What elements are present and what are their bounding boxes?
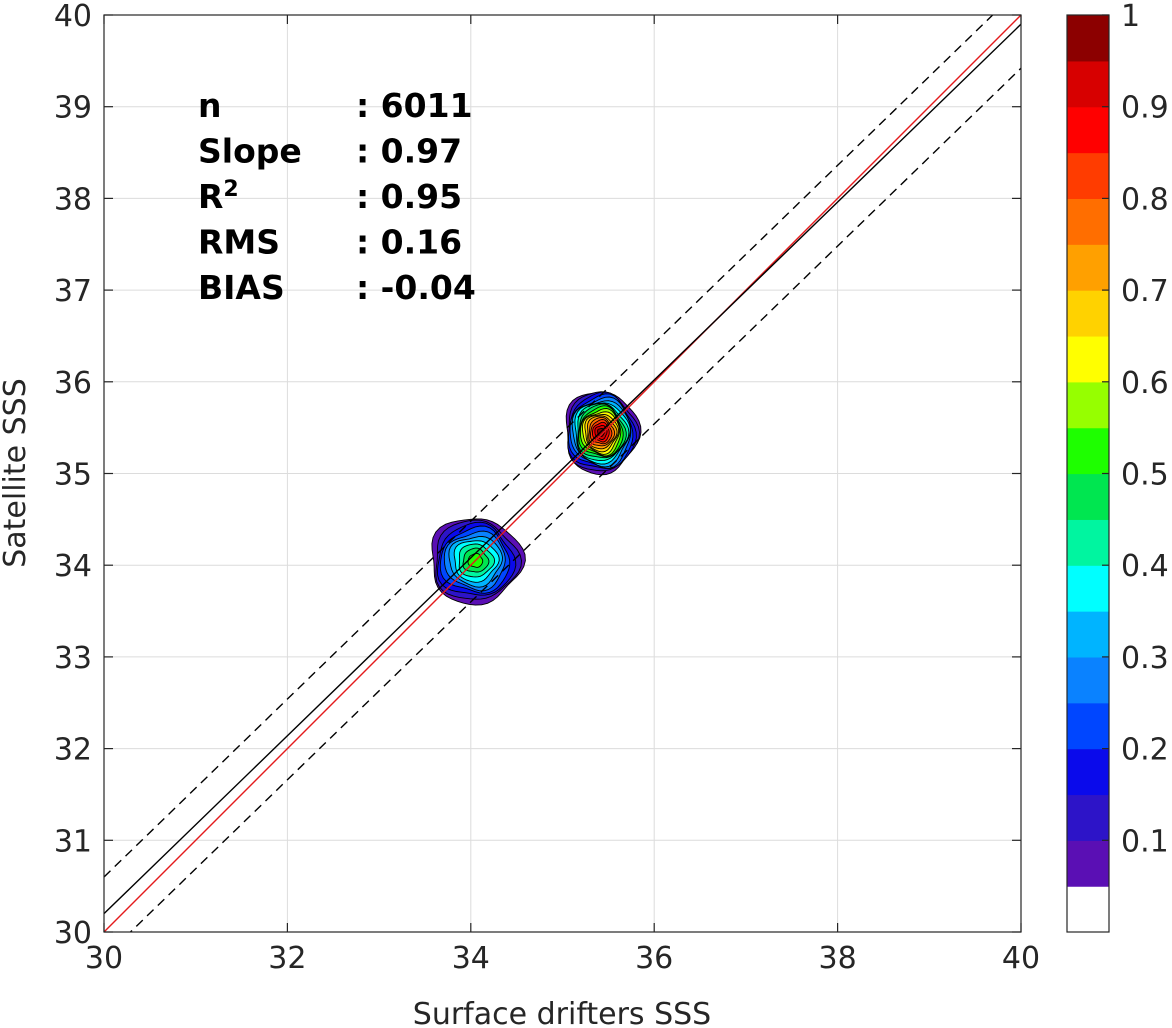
y-tick-label: 39: [54, 91, 92, 126]
colorbar-tick-label: 0.3: [1121, 641, 1169, 676]
fit-lower-line: [129, 67, 1021, 932]
colorbar-tick-label: 0.9: [1121, 91, 1169, 126]
stat-label: BIAS: [198, 268, 285, 307]
regression-lines: [104, 15, 1021, 932]
colorbar-tick-label: 0.7: [1121, 274, 1169, 309]
colorbar-segment: [1067, 198, 1109, 245]
colorbar-segment: [1067, 565, 1109, 612]
colorbar-segment: [1067, 381, 1109, 429]
y-tick-label: 33: [54, 641, 92, 676]
colorbar-segment: [1067, 748, 1109, 796]
y-axis-label: Satellite SSS: [0, 378, 33, 568]
y-tick-label: 30: [54, 916, 92, 951]
stat-value: : 0.16: [356, 223, 462, 262]
colorbar-tick-label: 1: [1121, 0, 1140, 34]
colorbar-segment: [1067, 290, 1109, 337]
stat-value: : -0.04: [356, 268, 476, 307]
x-tick-label: 38: [819, 941, 857, 976]
stat-label: Slope: [198, 132, 302, 171]
colorbar-segment: [1067, 886, 1109, 933]
colorbar-segment: [1067, 244, 1109, 291]
y-tick-label: 40: [54, 0, 92, 34]
y-tick-label: 35: [54, 458, 92, 493]
identity-line: [104, 15, 1021, 932]
colorbar-segment: [1067, 335, 1109, 383]
colorbar-segment: [1067, 794, 1109, 841]
colorbar-segment: [1067, 152, 1109, 199]
colorbar-segment: [1067, 611, 1109, 658]
x-tick-label: 40: [1002, 941, 1040, 976]
colorbar-segment: [1067, 519, 1109, 566]
colorbar-tick-label: 0.1: [1121, 824, 1169, 859]
colorbar-segment: [1067, 60, 1109, 108]
y-tick-label: 36: [54, 366, 92, 401]
colorbar-tick-label: 0.4: [1121, 549, 1169, 584]
stat-label: n: [198, 86, 222, 125]
x-tick-label: 30: [85, 941, 123, 976]
stat-value: : 0.95: [356, 177, 462, 216]
colorbar-segment: [1067, 427, 1109, 475]
stat-value: : 0.97: [356, 132, 462, 171]
x-tick-label: 36: [635, 941, 673, 976]
y-tick-label: 34: [54, 549, 92, 584]
colorbar-segment: [1067, 840, 1109, 887]
y-tick-label: 37: [54, 274, 92, 309]
colorbar-segment: [1067, 656, 1109, 704]
colorbar-tick-label: 0.8: [1121, 182, 1169, 217]
x-axis-label: Surface drifters SSS: [413, 997, 711, 1028]
colorbar-segment: [1067, 473, 1109, 520]
colorbar-segment: [1067, 106, 1109, 154]
colorbar: 0.1 0.2 0.3 0.4 0.5 0.6 0.7 0.8 0.9 1: [1066, 0, 1169, 933]
fit-upper-line: [104, 15, 994, 878]
axis-ticks: 30 32 34 36 38 40 30 31 32 33 34 35 36 37 38 39 40: [54, 0, 1040, 976]
colorbar-tick-label: 0.5: [1121, 458, 1169, 493]
colorbar-tick-label: 0.6: [1121, 366, 1169, 401]
colorbar-segment: [1067, 15, 1109, 62]
grid-lines: [104, 15, 1021, 932]
stat-label: RMS: [198, 223, 280, 262]
stat-value: : 6011: [356, 86, 473, 125]
colorbar-tick-label: 0.2: [1121, 733, 1169, 768]
y-tick-label: 38: [54, 182, 92, 217]
y-tick-label: 31: [54, 824, 92, 859]
colorbar-segment: [1067, 702, 1109, 750]
x-tick-label: 32: [268, 941, 306, 976]
fit-line: [104, 23, 1021, 915]
x-tick-label: 34: [452, 941, 490, 976]
y-tick-label: 32: [54, 733, 92, 768]
